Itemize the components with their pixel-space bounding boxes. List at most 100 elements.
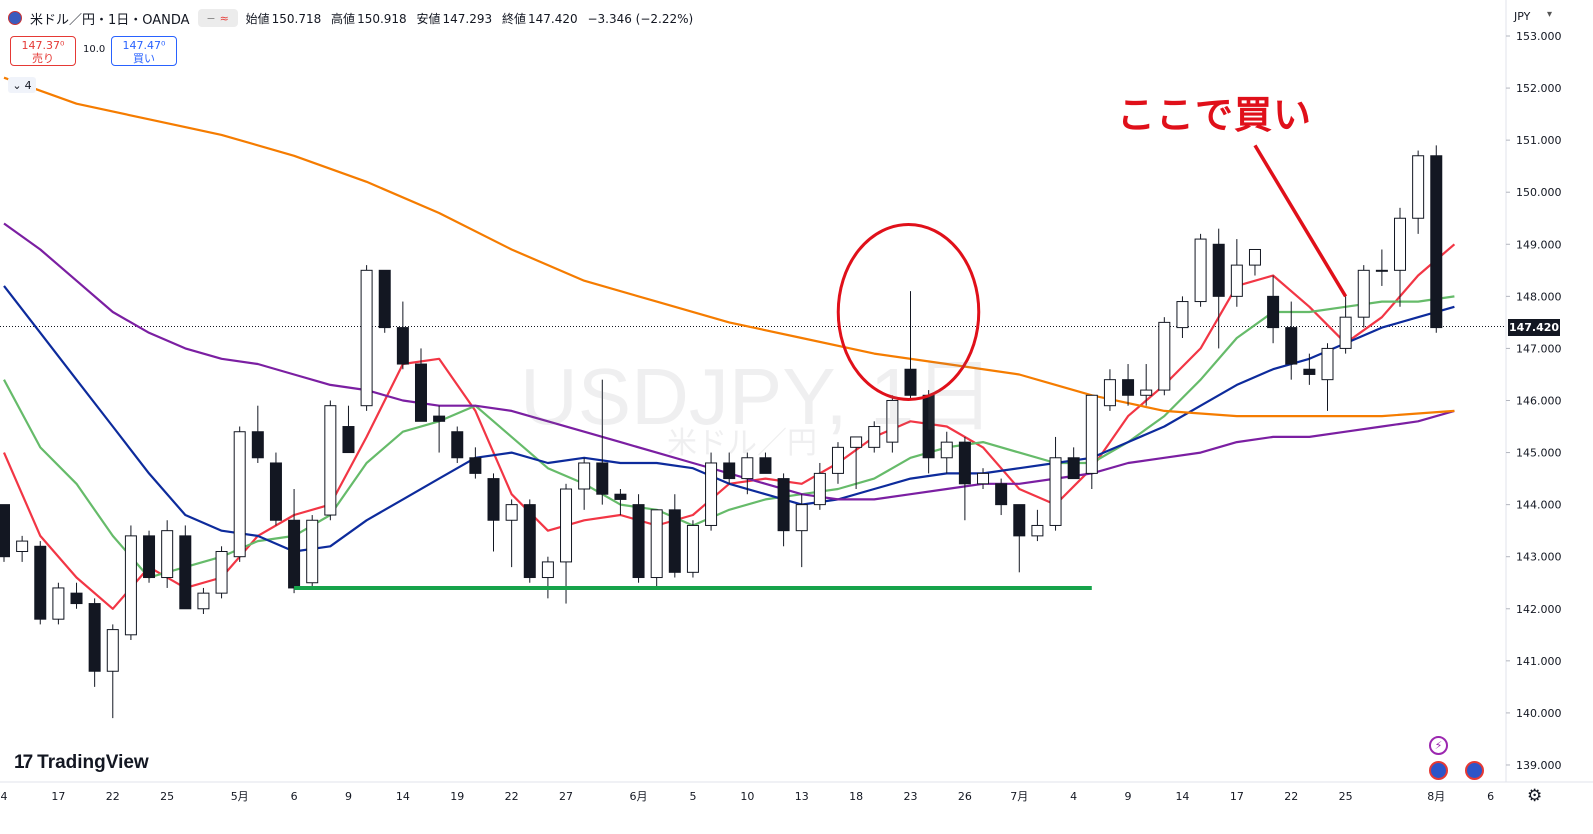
candle xyxy=(1394,207,1407,307)
candle xyxy=(1085,394,1098,490)
candle xyxy=(1013,504,1026,573)
candle-body xyxy=(1357,269,1370,318)
x-tick-label: 27 xyxy=(559,790,573,803)
candle xyxy=(1267,275,1280,344)
annotation-text[interactable]: ここで買い xyxy=(1117,93,1313,137)
x-tick-label: 4 xyxy=(1070,790,1077,803)
candle xyxy=(1212,228,1225,349)
candle-body xyxy=(70,592,83,605)
candle-body xyxy=(1248,248,1261,266)
x-tick-label: 14 xyxy=(396,790,410,803)
candle xyxy=(705,452,718,531)
candle-body xyxy=(1394,217,1407,271)
buy-price: 147.47⁰ xyxy=(122,39,166,52)
moving-average-line xyxy=(3,76,1455,418)
candle xyxy=(324,400,337,521)
logo-text: TradingView xyxy=(37,752,149,773)
candle-body xyxy=(215,550,228,594)
candle xyxy=(1230,239,1243,307)
y-tick-label: 141.000 xyxy=(1516,655,1562,668)
sell-button[interactable]: 147.37⁰ 売り xyxy=(10,36,76,66)
candle xyxy=(1140,364,1153,406)
candle-body xyxy=(433,415,446,422)
candle-body xyxy=(233,431,246,558)
symbol-header: 米ドル／円・1日・OANDA − ≈ 始値 150.718 高値 150.918 安値… xyxy=(8,8,699,28)
y-tick-label: 144.000 xyxy=(1516,499,1562,512)
candle xyxy=(433,405,446,453)
candle-body xyxy=(469,457,482,474)
lightning-icon[interactable]: ⚡ xyxy=(1429,736,1448,755)
candle-body xyxy=(1212,243,1225,297)
candle xyxy=(414,348,427,422)
candle-body xyxy=(813,472,826,506)
x-tick-label: 17 xyxy=(1230,790,1244,803)
indicators-collapse-button[interactable]: ⌄ 4 xyxy=(8,77,36,93)
candle xyxy=(1375,249,1388,286)
candle xyxy=(487,473,500,552)
us-flag-event-icon[interactable] xyxy=(1429,761,1448,780)
spread-value: 10.0 xyxy=(83,44,106,55)
tradingview-logo[interactable]: 17 TradingView xyxy=(14,752,149,774)
candle xyxy=(124,525,137,641)
gear-icon[interactable]: ⚙ xyxy=(1527,786,1543,806)
candle-body xyxy=(759,457,772,474)
candle-body xyxy=(995,483,1008,506)
candle-body xyxy=(795,504,808,532)
candle xyxy=(306,515,319,588)
candle-body xyxy=(0,504,10,558)
low-value: 147.293 xyxy=(442,11,493,26)
candle-body xyxy=(1412,155,1425,219)
candle-body xyxy=(1103,379,1116,407)
symbol-name[interactable]: 米ドル／円・1日・OANDA xyxy=(30,12,190,28)
candle-body xyxy=(632,504,645,579)
candle xyxy=(995,478,1008,516)
us-flag-event-icon[interactable] xyxy=(1465,761,1484,780)
x-tick-label: 7月 xyxy=(1010,790,1028,803)
candle xyxy=(1321,343,1334,411)
candle xyxy=(396,301,409,370)
candle-body xyxy=(1375,269,1388,272)
candle-body xyxy=(288,519,301,589)
candle xyxy=(161,520,174,588)
candle-body xyxy=(342,426,355,454)
chevron-down-icon[interactable]: ▾ xyxy=(1547,9,1553,20)
candle-body xyxy=(1122,379,1135,396)
tv-logo-icon: 17 xyxy=(14,752,33,773)
candle-body xyxy=(324,405,337,516)
currency-label[interactable]: JPY xyxy=(1514,10,1531,23)
candle-body xyxy=(777,478,790,532)
candle-body xyxy=(850,436,863,448)
candle xyxy=(904,291,917,401)
close-label: 終値 xyxy=(501,11,526,26)
candle-body xyxy=(143,535,156,579)
sell-label: 売り xyxy=(32,52,54,65)
candle xyxy=(668,494,681,578)
candle xyxy=(650,509,663,588)
buy-button[interactable]: 147.47⁰ 買い xyxy=(111,36,177,66)
x-tick-label: 22 xyxy=(1284,790,1298,803)
candle xyxy=(269,452,282,526)
y-tick-label: 139.000 xyxy=(1516,759,1562,772)
x-tick-label: 6月 xyxy=(630,790,648,803)
x-tick-label: 25 xyxy=(1339,790,1353,803)
candle-body xyxy=(52,587,65,620)
candle-body xyxy=(1230,264,1243,297)
candle-body xyxy=(1158,321,1171,391)
x-tick-label: 6 xyxy=(291,790,298,803)
x-tick-label: 23 xyxy=(904,790,918,803)
candle xyxy=(940,431,953,474)
x-tick-label: 5月 xyxy=(231,790,249,803)
candle xyxy=(34,541,47,625)
candle-body xyxy=(269,462,282,521)
chevron-down-icon: ⌄ xyxy=(12,78,22,92)
candle xyxy=(378,269,391,333)
indicator-toggle[interactable]: − ≈ xyxy=(197,9,238,27)
candle-body xyxy=(1067,457,1080,480)
x-tick-label: 25 xyxy=(160,790,174,803)
candle xyxy=(197,587,210,614)
candle-body xyxy=(179,535,192,610)
buy-label: 買い xyxy=(133,52,155,65)
y-tick-label: 140.000 xyxy=(1516,707,1562,720)
candle xyxy=(342,405,355,454)
